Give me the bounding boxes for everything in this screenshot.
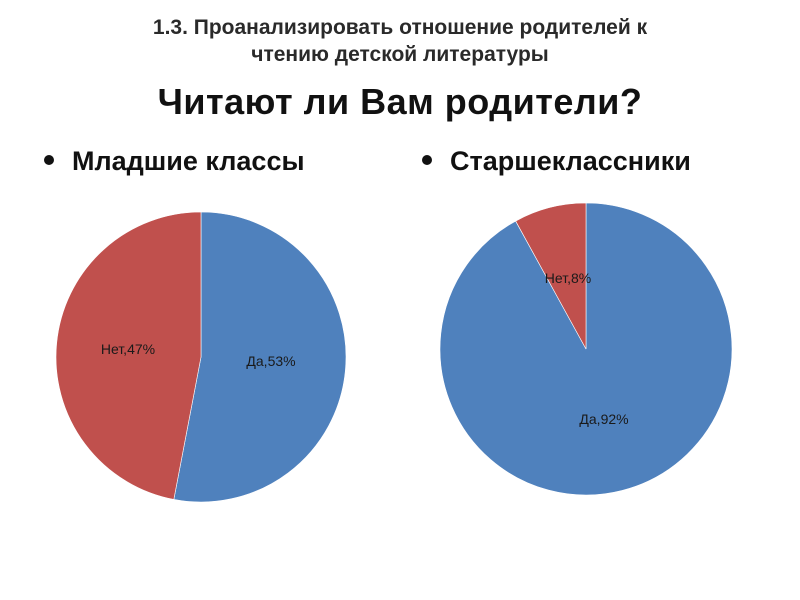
bullet-icon	[44, 154, 54, 165]
pie-junior: Да,53% Нет,47%	[55, 211, 347, 503]
pie-junior-data-label-yes: Да,53%	[246, 353, 295, 369]
slide-heading: 1.3. Проанализировать отношение родителе…	[0, 14, 800, 68]
pie-senior-slice-no	[515, 202, 587, 350]
chart-label-senior: Старшеклассники	[422, 146, 691, 177]
pie-senior: Да,92% Нет,8%	[439, 202, 733, 496]
pie-senior-data-label-no: Нет,8%	[545, 270, 591, 286]
pie-junior-data-label-no: Нет,47%	[101, 341, 155, 357]
chart-label-junior-text: Младшие классы	[72, 146, 305, 176]
pie-junior-slice-yes	[173, 211, 347, 503]
heading-line-2: чтению детской литературы	[251, 43, 549, 66]
pie-junior-slice-no	[55, 211, 202, 500]
pie-senior-data-label-yes: Да,92%	[579, 411, 628, 427]
chart-label-senior-text: Старшеклассники	[450, 146, 691, 176]
slide-subtitle: Читают ли Вам родители?	[157, 81, 643, 122]
chart-label-junior: Младшие классы	[44, 146, 305, 177]
bullet-icon	[422, 154, 432, 165]
heading-line-1: 1.3. Проанализировать отношение родителе…	[152, 16, 648, 39]
